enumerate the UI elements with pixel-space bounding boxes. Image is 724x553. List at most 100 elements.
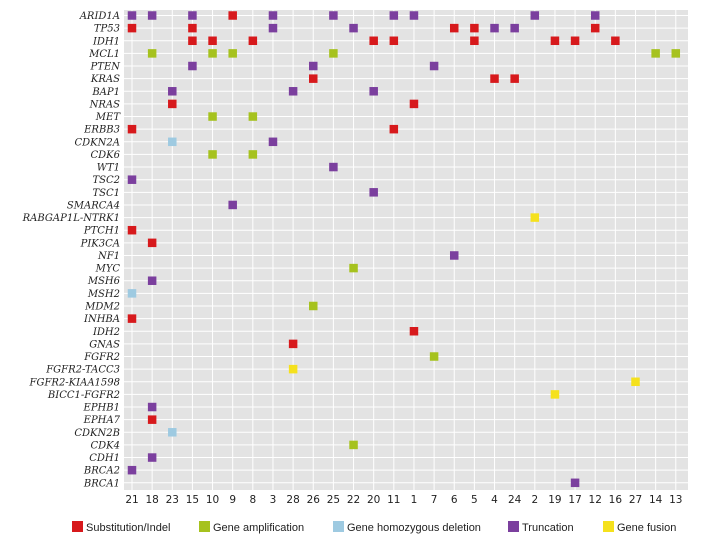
cell-met-8	[248, 112, 258, 121]
cell-kras-26	[309, 74, 318, 83]
legend-swatch-trunc	[508, 521, 519, 532]
gene-label-tp53: TP53	[94, 24, 120, 35]
gene-label-brca1: BRCA1	[83, 478, 120, 489]
sample-label-1: 1	[411, 494, 418, 506]
gene-label-smarca4: SMARCA4	[67, 200, 120, 211]
cell-smarca4-9	[228, 200, 237, 210]
gene-label-pik3ca: PIK3CA	[80, 238, 120, 249]
sample-label-9: 9	[229, 494, 236, 506]
cell-mcl1-18	[147, 49, 157, 58]
cell-tp53-5	[470, 23, 479, 33]
cell-fgfr2-tacc3-28	[288, 364, 298, 374]
gene-label-mdm2: MDM2	[84, 301, 120, 312]
cell-pten-7	[429, 61, 439, 71]
gene-label-tsc2: TSC2	[92, 175, 120, 186]
legend-label-fus: Gene fusion	[617, 522, 676, 534]
gene-label-met: MET	[95, 112, 122, 123]
sample-label-15: 15	[186, 494, 199, 506]
cell-arid1a-12	[590, 11, 600, 20]
cell-cdkn2a-23	[168, 137, 177, 147]
cell-tp53-6	[449, 23, 459, 33]
sample-label-26: 26	[307, 494, 321, 506]
gene-label-nf1: NF1	[97, 251, 120, 262]
sample-label-25: 25	[327, 494, 340, 506]
cell-arid1a-21	[127, 11, 137, 20]
gene-label-cdk4: CDK4	[90, 440, 120, 451]
cell-erbb3-11	[389, 124, 399, 134]
sample-label-21: 21	[125, 494, 138, 506]
cell-mcl1-13	[671, 49, 681, 58]
gene-label-msh2: MSH2	[87, 289, 120, 300]
sample-label-20: 20	[367, 494, 380, 506]
sample-label-28: 28	[286, 494, 299, 506]
gene-label-pten: PTEN	[90, 62, 122, 73]
plot-panel	[124, 10, 688, 490]
cell-tp53-21	[127, 23, 137, 33]
cell-mdm2-26	[309, 301, 318, 311]
gene-label-cdk6: CDK6	[90, 150, 120, 161]
cell-msh6-18	[147, 276, 157, 285]
cell-arid1a-18	[147, 11, 157, 20]
sample-label-2: 2	[531, 494, 538, 506]
cell-mcl1-10	[208, 49, 217, 58]
sample-label-6: 6	[451, 494, 458, 506]
cell-idh1-11	[389, 36, 399, 46]
cell-gnas-28	[288, 339, 298, 349]
legend-label-amp: Gene amplification	[213, 522, 304, 534]
cell-myc-22	[349, 263, 358, 273]
cell-mcl1-9	[228, 49, 237, 58]
sample-label-27: 27	[629, 494, 642, 506]
cell-cdk6-8	[248, 150, 258, 159]
sample-label-7: 7	[431, 494, 438, 506]
gene-label-tsc1: TSC1	[92, 188, 120, 199]
cell-idh1-19	[550, 36, 560, 46]
gene-label-nras: NRAS	[89, 99, 121, 110]
gene-label-bicc1-fgfr2: BICC1-FGFR2	[47, 390, 120, 401]
legend-label-trunc: Truncation	[522, 522, 574, 534]
gene-label-erbb3: ERBB3	[83, 125, 120, 136]
cell-erbb3-21	[127, 124, 137, 134]
legend-swatch-sub	[72, 521, 83, 532]
legend-label-del: Gene homozygous deletion	[347, 522, 481, 534]
legend-swatch-amp	[199, 521, 210, 532]
sample-label-16: 16	[609, 494, 623, 506]
cell-arid1a-3	[268, 11, 278, 20]
cell-cdk4-22	[349, 440, 358, 450]
gene-label-mcl1: MCL1	[88, 49, 120, 60]
sample-label-14: 14	[649, 494, 663, 506]
cell-ephb1-18	[147, 402, 157, 412]
cell-bap1-23	[168, 87, 177, 96]
cell-tsc1-20	[369, 188, 378, 197]
sample-labels: 21 18 23 15 10 9 8 3 28 26 25 22 20 11 1 7 6 5 4 24 2 19 17 12 1…	[125, 494, 682, 506]
cell-idh1-20	[369, 36, 378, 46]
cell-arid1a-25	[329, 11, 338, 20]
cell-cdh1-18	[147, 453, 157, 462]
cell-msh2-21	[127, 289, 137, 298]
cell-nras-1	[409, 99, 419, 109]
cell-bap1-20	[369, 87, 378, 96]
cell-inhba-21	[127, 314, 137, 323]
cell-mcl1-14	[651, 49, 660, 58]
cell-idh1-8	[248, 36, 258, 46]
grid-lines	[124, 10, 688, 490]
cell-nf1-6	[449, 251, 459, 260]
cell-idh1-17	[570, 36, 580, 46]
cell-idh1-5	[470, 36, 479, 46]
cell-met-10	[208, 112, 217, 121]
gene-label-rabgap1l-ntrk1: RABGAP1L-NTRK1	[22, 213, 120, 224]
cell-tp53-12	[590, 23, 600, 33]
cell-ptch1-21	[127, 225, 137, 235]
legend-label-sub: Substitution/Indel	[86, 522, 170, 534]
gene-label-gnas: GNAS	[89, 339, 120, 350]
cell-idh1-15	[188, 36, 197, 46]
cell-pik3ca-18	[147, 238, 157, 248]
cell-idh1-16	[611, 36, 620, 46]
gene-label-cdkn2b: CDKN2B	[74, 428, 120, 439]
gene-label-epha7: EPHA7	[83, 415, 121, 426]
cell-tp53-3	[268, 23, 278, 33]
gene-label-inhba: INHBA	[83, 314, 120, 325]
cell-pten-15	[188, 61, 197, 71]
gene-label-idh2: IDH2	[92, 327, 120, 338]
